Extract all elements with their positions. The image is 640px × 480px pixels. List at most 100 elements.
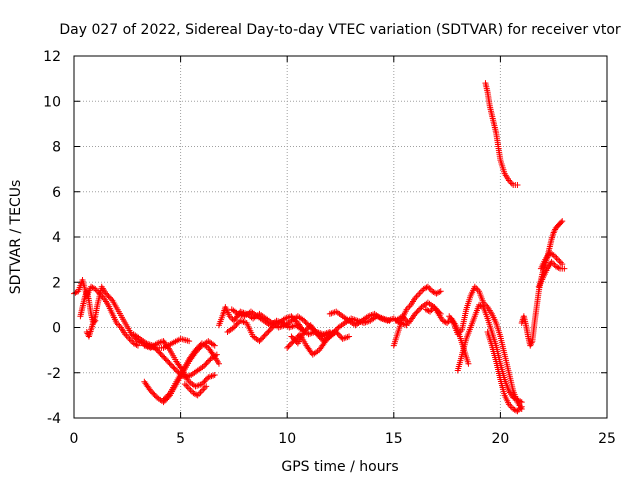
data-point [400, 314, 407, 321]
data-point [288, 333, 295, 340]
data-point [230, 324, 237, 331]
data-point [232, 323, 239, 330]
data-point [108, 295, 115, 302]
data-point [165, 391, 172, 398]
x-tick-label: 15 [385, 431, 403, 447]
data-point [288, 340, 295, 347]
data-point [164, 392, 171, 399]
data-point [160, 396, 167, 403]
data-point [172, 367, 179, 374]
y-tick-label: 12 [43, 49, 61, 65]
data-point [289, 334, 296, 341]
data-point [285, 343, 292, 350]
data-point [186, 385, 193, 392]
data-point [434, 289, 441, 296]
data-point [315, 332, 322, 339]
data-point [302, 327, 309, 334]
data-point [346, 333, 353, 340]
data-point [291, 315, 298, 322]
data-point [554, 256, 561, 263]
data-point [155, 348, 162, 355]
data-point [553, 255, 560, 262]
series-pass-05 [141, 338, 218, 390]
data-point [198, 381, 205, 388]
data-point [442, 319, 449, 326]
data-point [423, 284, 430, 291]
y-tick-label: 2 [52, 275, 61, 291]
data-point [426, 285, 433, 292]
data-point [171, 365, 178, 372]
data-point [399, 313, 406, 320]
series-pass-14 [326, 308, 410, 329]
data-point [337, 333, 344, 340]
data-point [170, 364, 177, 371]
y-tick-labels: -4 -2 0 2 4 6 8 10 12 [43, 49, 61, 427]
tick-marks [73, 55, 608, 419]
data-point [301, 317, 308, 324]
data-point [257, 336, 264, 343]
x-tick-label: 0 [70, 431, 79, 447]
data-point [555, 264, 562, 271]
data-point [558, 219, 565, 226]
data-point [288, 313, 295, 320]
series-pass-03 [83, 317, 99, 340]
data-point [104, 291, 111, 298]
data-point [162, 356, 169, 363]
data-point [166, 360, 173, 367]
data-point [561, 265, 568, 272]
data-point [147, 387, 154, 394]
data-point [186, 338, 193, 345]
chart-title: Day 027 of 2022, Sidereal Day-to-day VTE… [59, 22, 621, 38]
data-point [202, 361, 209, 368]
data-point [167, 361, 174, 368]
data-point [415, 306, 422, 313]
data-point [264, 329, 271, 336]
data-point [196, 390, 203, 397]
data-point [91, 318, 98, 325]
x-tick-label: 5 [176, 431, 185, 447]
data-point [158, 352, 165, 359]
y-tick-label: -4 [47, 411, 61, 427]
series-pass-23 [535, 258, 568, 290]
data-point [557, 259, 564, 266]
data-point [413, 309, 420, 316]
data-point [417, 289, 424, 296]
data-point [416, 290, 423, 297]
data-point [192, 347, 199, 354]
data-point [256, 338, 263, 345]
series-pass-13 [288, 322, 353, 347]
data-point [151, 391, 158, 398]
data-point [261, 332, 268, 339]
data-point [161, 395, 168, 402]
data-point [333, 329, 340, 336]
data-point [200, 386, 207, 393]
data-point [556, 258, 563, 265]
series-pass-02 [77, 283, 193, 351]
data-point [414, 292, 421, 299]
data-point [301, 329, 308, 336]
series-pass-20 [484, 329, 525, 415]
data-point [193, 391, 200, 398]
data-point [513, 407, 520, 414]
data-point [153, 346, 160, 353]
data-point [425, 307, 432, 314]
data-point [436, 289, 443, 296]
data-point [102, 290, 109, 297]
y-axis-label: SDTVAR / TECUs [8, 180, 24, 295]
y-tick-label: 6 [52, 185, 61, 201]
data-point [291, 336, 298, 343]
series-pass-24 [537, 249, 566, 272]
data-point [262, 331, 269, 338]
data-point [204, 358, 211, 365]
data-point [289, 314, 296, 321]
data-point [401, 315, 408, 322]
data-point [161, 354, 168, 361]
data-point [193, 345, 200, 352]
data-point [303, 320, 310, 327]
data-point [517, 398, 524, 405]
data-point [292, 337, 299, 344]
data-point [260, 334, 267, 341]
data-point [201, 384, 208, 391]
